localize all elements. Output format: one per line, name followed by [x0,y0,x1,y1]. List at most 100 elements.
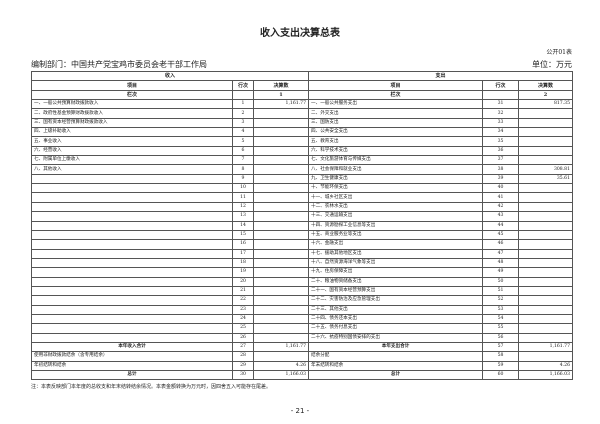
income-line-header: 行次 [232,80,254,91]
expense-item: 十四、资源勘探工业信息等支出 [308,220,484,231]
income-item: 一、一般公共预算财政拨款收入 [31,99,233,110]
expense-item: 二十三、其他支出 [308,304,484,315]
income-item: 本年收入合计 [31,341,233,353]
income-amount [252,220,310,231]
expense-line-no: 49 [482,267,520,278]
table-row: 17 十七、援助其他地区支出 47 [31,248,574,259]
unit-label: 单位：万元 [532,60,572,69]
expense-item: 十六、金融支出 [308,239,484,250]
table-row: 总计 30 1,166.03 总计 60 1,166.03 [31,369,574,381]
form-number: 公开01表 [546,49,572,56]
income-amount [252,192,310,203]
expense-item: 二十四、债务还本支出 [308,313,484,325]
expense-line-no: 50 [482,276,520,287]
expense-line-no: 44 [482,220,520,231]
income-amount [252,229,310,241]
expense-line-no: 55 [482,323,520,334]
table-row: 本年收入合计 27 1,161.77 本年支出合计 57 1,161.77 [31,341,574,353]
income-item [31,248,233,259]
income-item [31,173,233,185]
table-row: 16 十六、金融支出 46 [31,239,574,250]
table-row: 六、经营收入 6 六、科学技术支出 36 [31,145,574,157]
income-item: 五、事业收入 [31,136,233,147]
income-line-no: 6 [232,145,254,157]
income-amount [252,239,310,250]
table-row: 二、政府性基金预算财政拨款收入 2 二、外交支出 32 [31,108,574,119]
expense-item: 五、教育支出 [308,136,484,147]
expense-line-no: 41 [482,192,520,203]
expense-line-no: 39 [482,173,520,185]
table-row: 年初结转和结余 29 4.26 年末结转和结余 59 4.26 [31,360,574,372]
expense-amount [518,220,574,231]
expense-header: 支出 [308,70,574,82]
expense-item: 八、社会保障和就业支出 [308,164,484,175]
income-line-no: 24 [232,313,254,325]
table-row: 七、附属单位上缴收入 7 七、文化旅游体育与传媒支出 37 [31,155,574,166]
income-line-no: 2 [232,108,254,119]
income-amount: 1,161.77 [252,99,310,110]
expense-amount [518,295,574,306]
income-item: 四、上级补助收入 [31,127,233,138]
footnote: 注：本表反映部门本年度的总收支和年末结转结余情况。本表金额转换为万元时，因四舍五… [31,384,272,390]
income-expense-table: 收入 支出 项目 行次 决算数 项目 行次 决算数 栏次 1 栏次 2 一、一般… [30,70,574,381]
expense-item: 十五、商业服务业等支出 [308,229,484,241]
income-amount [252,108,310,119]
expense-item: 四、公共安全支出 [308,127,484,138]
expense-line-no: 60 [482,369,520,381]
income-line-no: 29 [232,360,254,372]
expense-amount [518,239,574,250]
expense-item: 一、一般公共服务支出 [308,99,484,110]
expense-amount [518,201,574,213]
expense-amount [518,332,574,343]
expense-amount [518,136,574,147]
income-item [31,285,233,297]
income-line-no: 17 [232,248,254,259]
income-amount [252,295,310,306]
income-amount [252,332,310,343]
empty-cell [232,89,254,101]
income-amount: 4.26 [252,360,310,372]
income-item [31,313,233,325]
income-amount [252,304,310,315]
income-item: 年初结转和结余 [31,360,233,372]
table-row: 26 二十六、抗疫特别国债安排的支出 56 [31,332,574,343]
income-line-no: 1 [232,99,254,110]
expense-line-no: 46 [482,239,520,250]
expense-line-no: 47 [482,248,520,259]
empty-cell [482,89,520,101]
table-row: 21 二十一、国有资本经营预算支出 51 [31,285,574,297]
expense-amount [518,304,574,315]
expense-line-no: 31 [482,99,520,110]
income-amount [252,248,310,259]
expense-line-no: 45 [482,229,520,241]
table-row: 一、一般公共预算财政拨款收入 1 1,161.77 一、一般公共服务支出 31 817.3… [31,99,574,110]
expense-item: 十、节能环保支出 [308,183,484,194]
income-item: 八、其他收入 [31,164,233,175]
expense-item: 十三、交通运输支出 [308,211,484,222]
income-line-no: 14 [232,220,254,231]
income-amount [252,183,310,194]
income-amount [252,211,310,222]
expense-amount [518,285,574,297]
income-line-no: 16 [232,239,254,250]
expense-amount [518,145,574,157]
expense-item: 二十一、国有资本经营预算支出 [308,285,484,297]
income-item [31,183,233,194]
income-item [31,192,233,203]
table-row: 14 十四、资源勘探工业信息等支出 44 [31,220,574,231]
page-title: 收入支出决算总表 [260,28,340,39]
expense-amount [518,313,574,325]
expense-line-no: 34 [482,127,520,138]
expense-item: 二、外交支出 [308,108,484,119]
expense-item: 三、国防支出 [308,117,484,129]
income-item: 二、政府性基金预算财政拨款收入 [31,108,233,119]
expense-line-no: 32 [482,108,520,119]
income-line-no: 21 [232,285,254,297]
income-amount: 1,161.77 [252,341,310,353]
expense-item: 七、文化旅游体育与传媒支出 [308,155,484,166]
table-row: 四、上级补助收入 4 四、公共安全支出 34 [31,127,574,138]
expense-line-no: 57 [482,341,520,353]
income-item [31,267,233,278]
expense-amount: 1,161.77 [518,341,574,353]
expense-amount: 308.81 [518,164,574,175]
